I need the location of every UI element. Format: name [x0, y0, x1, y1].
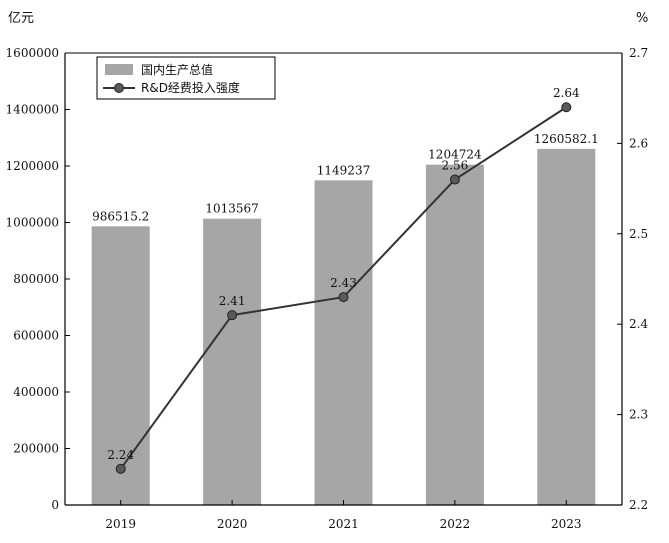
left-tick-label: 1400000 — [6, 103, 59, 117]
right-tick-label: 2.3 — [629, 408, 648, 422]
bar-value-label: 1204724 — [428, 148, 482, 162]
line-value-label: 2.24 — [107, 448, 134, 462]
bar-value-label: 1013567 — [205, 202, 258, 216]
line-point-2019 — [115, 463, 126, 474]
bar-2019 — [91, 226, 150, 506]
right-tick-label: 2.6 — [629, 136, 648, 150]
left-tick-label: 400000 — [13, 385, 59, 399]
left-tick-label: 600000 — [13, 329, 59, 343]
line-point-2020 — [227, 310, 238, 321]
right-tick-label: 2.7 — [629, 46, 648, 60]
bar-value-label: 986515.2 — [92, 209, 149, 223]
bar-2021 — [314, 180, 373, 505]
x-tick-label: 2022 — [440, 517, 471, 531]
line-point-2023 — [561, 102, 572, 113]
bar-value-label: 1260582.1 — [534, 132, 599, 146]
line-value-label: 2.41 — [219, 294, 246, 308]
x-tick-label: 2019 — [105, 517, 136, 531]
x-tick-label: 2020 — [217, 517, 248, 531]
left-axis-unit: 亿元 — [8, 11, 34, 26]
bar-value-label: 1149237 — [317, 163, 370, 177]
x-tick-label: 2023 — [551, 517, 582, 531]
right-tick-label: 2.4 — [629, 317, 648, 331]
right-axis-unit: % — [636, 11, 648, 26]
left-tick-label: 0 — [51, 498, 59, 512]
legend-line-label: R&D经费投入强度 — [141, 80, 240, 95]
left-tick-label: 1000000 — [6, 216, 59, 230]
legend-line-marker — [114, 83, 124, 93]
line-value-label: 2.43 — [330, 276, 357, 290]
line-value-label: 2.56 — [442, 159, 469, 173]
left-tick-label: 800000 — [13, 272, 59, 286]
x-tick-label: 2021 — [328, 517, 359, 531]
left-tick-label: 1600000 — [6, 46, 59, 60]
bar-2022 — [425, 164, 484, 505]
legend-bar-swatch — [105, 64, 133, 75]
right-tick-label: 2.5 — [629, 227, 648, 241]
line-point-2022 — [449, 174, 460, 185]
legend-bar-label: 国内生产总值 — [141, 62, 213, 77]
bar-2020 — [203, 218, 262, 505]
bar-2023 — [537, 148, 596, 505]
right-tick-label: 2.2 — [629, 498, 648, 512]
line-point-2021 — [338, 292, 349, 303]
line-value-label: 2.64 — [553, 86, 580, 100]
left-tick-label: 200000 — [13, 442, 59, 456]
left-tick-label: 1200000 — [6, 159, 59, 173]
